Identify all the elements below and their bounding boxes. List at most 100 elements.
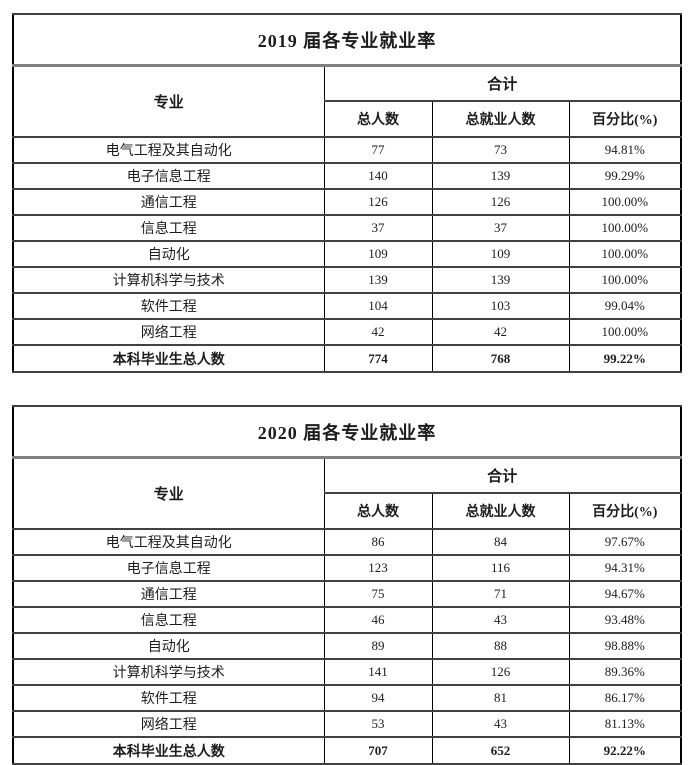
employed-count-cell: 139: [431, 266, 570, 294]
totals-total-count: 707: [323, 736, 433, 765]
employed-count-cell: 116: [431, 554, 570, 582]
table-row: 通信工程 75 71 94.67%: [12, 580, 682, 608]
table-row: 软件工程 104 103 99.04%: [12, 292, 682, 320]
percent-cell: 94.81%: [568, 136, 682, 164]
major-cell: 网络工程: [12, 318, 325, 346]
major-cell: 自动化: [12, 632, 325, 660]
total-count-cell: 86: [323, 528, 433, 556]
percent-cell: 99.04%: [568, 292, 682, 320]
totals-label: 本科毕业生总人数: [12, 736, 325, 765]
table-row: 电子信息工程 140 139 99.29%: [12, 162, 682, 190]
percent-cell: 100.00%: [568, 214, 682, 242]
major-cell: 信息工程: [12, 214, 325, 242]
totals-label: 本科毕业生总人数: [12, 344, 325, 373]
col-header-total-count: 总人数: [323, 492, 433, 530]
header-group-row: 专业 合计: [12, 456, 682, 530]
employed-count-cell: 81: [431, 684, 570, 712]
totals-percent: 99.22%: [568, 344, 682, 373]
percent-cell: 94.67%: [568, 580, 682, 608]
total-count-cell: 109: [323, 240, 433, 268]
percent-cell: 100.00%: [568, 266, 682, 294]
table-row: 电气工程及其自动化 77 73 94.81%: [12, 136, 682, 164]
table-row: 自动化 89 88 98.88%: [12, 632, 682, 660]
table-row: 通信工程 126 126 100.00%: [12, 188, 682, 216]
table-title: 2019 届各专业就业率: [12, 13, 682, 67]
totals-employed-count: 652: [431, 736, 570, 765]
col-header-major: 专业: [12, 456, 325, 530]
total-count-cell: 140: [323, 162, 433, 190]
major-cell: 电气工程及其自动化: [12, 136, 325, 164]
employed-count-cell: 126: [431, 188, 570, 216]
percent-cell: 93.48%: [568, 606, 682, 634]
total-count-cell: 42: [323, 318, 433, 346]
percent-cell: 100.00%: [568, 318, 682, 346]
percent-cell: 94.31%: [568, 554, 682, 582]
table-row: 网络工程 42 42 100.00%: [12, 318, 682, 346]
total-count-cell: 89: [323, 632, 433, 660]
total-count-cell: 53: [323, 710, 433, 738]
employed-count-cell: 43: [431, 710, 570, 738]
percent-cell: 81.13%: [568, 710, 682, 738]
col-header-percent: 百分比(%): [568, 492, 682, 530]
employed-count-cell: 126: [431, 658, 570, 686]
table-row: 软件工程 94 81 86.17%: [12, 684, 682, 712]
major-cell: 电气工程及其自动化: [12, 528, 325, 556]
employment-table-2019: 2019 届各专业就业率 专业 合计 总人数 总就业人数 百分比(%) 电气工程…: [12, 13, 682, 373]
major-cell: 计算机科学与技术: [12, 658, 325, 686]
col-header-percent: 百分比(%): [568, 100, 682, 138]
totals-percent: 92.22%: [568, 736, 682, 765]
header-sub-row: 总人数 总就业人数 百分比(%): [13, 492, 682, 530]
percent-cell: 100.00%: [568, 240, 682, 268]
percent-cell: 100.00%: [568, 188, 682, 216]
employed-count-cell: 42: [431, 318, 570, 346]
totals-employed-count: 768: [431, 344, 570, 373]
total-count-cell: 37: [323, 214, 433, 242]
percent-cell: 97.67%: [568, 528, 682, 556]
major-cell: 自动化: [12, 240, 325, 268]
percent-cell: 98.88%: [568, 632, 682, 660]
percent-cell: 89.36%: [568, 658, 682, 686]
table-title-row: 2020 届各专业就业率: [12, 405, 682, 459]
employed-count-cell: 84: [431, 528, 570, 556]
total-count-cell: 75: [323, 580, 433, 608]
col-header-employed-count: 总就业人数: [431, 100, 570, 138]
major-cell: 软件工程: [12, 684, 325, 712]
table-row: 信息工程 37 37 100.00%: [12, 214, 682, 242]
major-cell: 软件工程: [12, 292, 325, 320]
major-cell: 通信工程: [12, 580, 325, 608]
table-row: 网络工程 53 43 81.13%: [12, 710, 682, 738]
total-count-cell: 46: [323, 606, 433, 634]
employed-count-cell: 139: [431, 162, 570, 190]
employed-count-cell: 71: [431, 580, 570, 608]
major-cell: 网络工程: [12, 710, 325, 738]
table-title-row: 2019 届各专业就业率: [12, 13, 682, 67]
table-row: 信息工程 46 43 93.48%: [12, 606, 682, 634]
major-cell: 电子信息工程: [12, 162, 325, 190]
employed-count-cell: 103: [431, 292, 570, 320]
table-row: 计算机科学与技术 141 126 89.36%: [12, 658, 682, 686]
total-count-cell: 139: [323, 266, 433, 294]
header-sub-row: 总人数 总就业人数 百分比(%): [13, 100, 682, 138]
major-cell: 信息工程: [12, 606, 325, 634]
total-count-cell: 104: [323, 292, 433, 320]
major-cell: 电子信息工程: [12, 554, 325, 582]
total-count-cell: 123: [323, 554, 433, 582]
table-row: 自动化 109 109 100.00%: [12, 240, 682, 268]
col-header-group-total: 合计: [323, 456, 682, 494]
employed-count-cell: 37: [431, 214, 570, 242]
table-row: 计算机科学与技术 139 139 100.00%: [12, 266, 682, 294]
totals-total-count: 774: [323, 344, 433, 373]
employed-count-cell: 88: [431, 632, 570, 660]
major-cell: 通信工程: [12, 188, 325, 216]
table-title: 2020 届各专业就业率: [12, 405, 682, 459]
table-row: 电子信息工程 123 116 94.31%: [12, 554, 682, 582]
totals-row: 本科毕业生总人数 774 768 99.22%: [12, 344, 682, 373]
col-header-major: 专业: [12, 64, 325, 138]
totals-row: 本科毕业生总人数 707 652 92.22%: [12, 736, 682, 765]
header-group-row: 专业 合计: [12, 64, 682, 138]
percent-cell: 86.17%: [568, 684, 682, 712]
col-header-total-count: 总人数: [323, 100, 433, 138]
table-row: 电气工程及其自动化 86 84 97.67%: [12, 528, 682, 556]
total-count-cell: 94: [323, 684, 433, 712]
